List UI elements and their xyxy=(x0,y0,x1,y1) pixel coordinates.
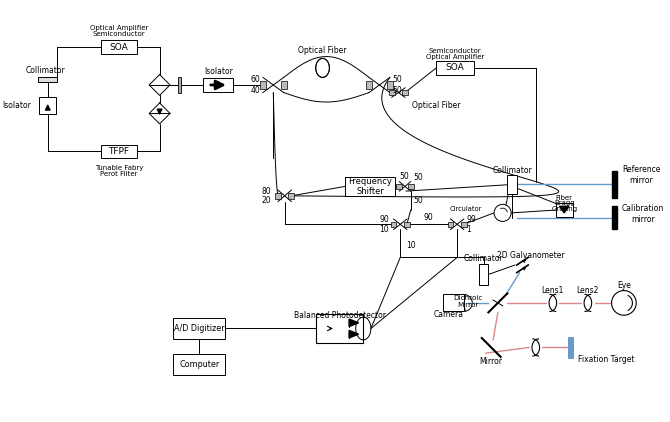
Text: Tunable Fabry: Tunable Fabry xyxy=(94,165,143,171)
Text: 80: 80 xyxy=(262,187,271,196)
Bar xyxy=(568,337,574,358)
Polygon shape xyxy=(149,75,170,95)
Circle shape xyxy=(494,204,511,222)
Text: 50: 50 xyxy=(413,173,423,182)
Text: 1: 1 xyxy=(466,225,472,233)
Bar xyxy=(612,171,617,198)
Text: Perot Filter: Perot Filter xyxy=(100,171,137,177)
Bar xyxy=(612,206,617,230)
Bar xyxy=(408,184,413,189)
Bar xyxy=(404,222,410,227)
Text: Semiconductor: Semiconductor xyxy=(429,48,482,54)
Text: Collimator: Collimator xyxy=(464,254,504,263)
Text: Semiconductor: Semiconductor xyxy=(92,31,145,37)
Polygon shape xyxy=(349,319,358,327)
Bar xyxy=(275,193,281,199)
Bar xyxy=(174,318,225,339)
Text: Collimator: Collimator xyxy=(492,166,532,175)
Bar xyxy=(366,81,372,89)
Text: Lens2: Lens2 xyxy=(577,286,599,295)
Text: Optical Amplifier: Optical Amplifier xyxy=(426,54,484,60)
Text: Mirror: Mirror xyxy=(480,357,502,366)
Text: 90: 90 xyxy=(424,213,433,222)
Bar xyxy=(387,81,393,89)
Text: Isolator: Isolator xyxy=(204,67,232,76)
Text: Grating: Grating xyxy=(551,206,578,212)
Bar xyxy=(555,203,573,216)
Text: Computer: Computer xyxy=(180,360,220,369)
Text: 50: 50 xyxy=(413,196,423,205)
Text: Fiber: Fiber xyxy=(555,195,573,201)
Bar xyxy=(507,175,517,194)
Text: Optical Fiber: Optical Fiber xyxy=(298,46,347,55)
Bar xyxy=(402,90,408,95)
Circle shape xyxy=(612,291,636,315)
Text: Reference
mirror: Reference mirror xyxy=(622,165,661,185)
Bar xyxy=(461,222,466,227)
Bar xyxy=(38,77,57,82)
Text: 50: 50 xyxy=(393,86,403,95)
Bar xyxy=(178,77,182,92)
Text: Optical Amplifier: Optical Amplifier xyxy=(90,25,148,31)
Text: Dichroic
Mirror: Dichroic Mirror xyxy=(454,295,482,308)
Text: A/D Digitizer: A/D Digitizer xyxy=(174,324,224,333)
Text: Lens1: Lens1 xyxy=(541,286,564,295)
Text: Bragg: Bragg xyxy=(554,200,574,206)
Text: 2D Galvanometer: 2D Galvanometer xyxy=(497,251,565,260)
Text: 10: 10 xyxy=(406,241,415,249)
Text: 90: 90 xyxy=(379,215,389,224)
Bar xyxy=(389,90,395,95)
Text: Balanced Photodetector: Balanced Photodetector xyxy=(293,311,386,320)
Polygon shape xyxy=(149,103,170,124)
Text: TFPF: TFPF xyxy=(109,147,129,156)
Bar xyxy=(391,222,397,227)
Wedge shape xyxy=(464,295,472,311)
Text: Eye: Eye xyxy=(617,281,631,290)
Text: 50: 50 xyxy=(393,75,403,84)
Bar xyxy=(397,184,402,189)
Text: Calibration
mirror: Calibration mirror xyxy=(622,204,664,224)
Text: Fixation Target: Fixation Target xyxy=(578,355,635,364)
Bar xyxy=(203,78,234,92)
Bar xyxy=(436,61,474,75)
Text: 50: 50 xyxy=(399,173,409,181)
Text: Frequency
Shifter: Frequency Shifter xyxy=(348,177,392,196)
Bar xyxy=(260,81,266,89)
Text: Isolator: Isolator xyxy=(2,101,31,110)
Bar xyxy=(289,193,294,199)
Text: SOA: SOA xyxy=(109,43,128,51)
Bar xyxy=(101,145,137,158)
Text: Optical Fiber: Optical Fiber xyxy=(412,101,460,110)
Text: 99: 99 xyxy=(466,215,476,224)
Bar xyxy=(40,97,56,114)
Bar xyxy=(448,222,454,227)
Text: SOA: SOA xyxy=(446,63,464,73)
Text: Circulator: Circulator xyxy=(450,206,482,212)
Text: 10: 10 xyxy=(379,225,389,233)
Text: 60: 60 xyxy=(251,75,260,84)
Text: 40: 40 xyxy=(251,86,260,95)
Bar xyxy=(174,354,225,375)
Text: Camera: Camera xyxy=(433,310,464,319)
Text: Collimator: Collimator xyxy=(26,66,66,75)
Text: 20: 20 xyxy=(262,196,271,205)
Bar xyxy=(443,295,464,311)
Polygon shape xyxy=(349,330,358,338)
Bar xyxy=(345,177,395,196)
Bar xyxy=(479,264,488,285)
Bar xyxy=(101,41,137,54)
Bar xyxy=(281,81,287,89)
Bar xyxy=(316,314,363,343)
Polygon shape xyxy=(559,206,569,213)
